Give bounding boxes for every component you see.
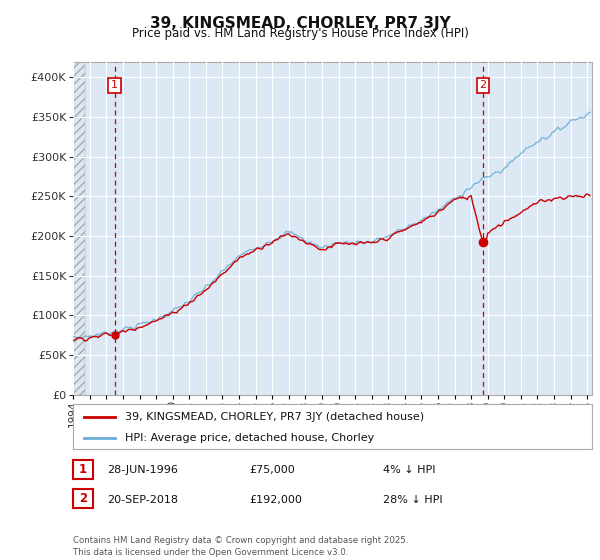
Text: Contains HM Land Registry data © Crown copyright and database right 2025.
This d: Contains HM Land Registry data © Crown c… <box>73 536 409 557</box>
Bar <box>73 62 85 395</box>
Text: 2: 2 <box>479 81 487 90</box>
Text: 39, KINGSMEAD, CHORLEY, PR7 3JY (detached house): 39, KINGSMEAD, CHORLEY, PR7 3JY (detache… <box>125 412 424 422</box>
Text: 2: 2 <box>79 492 87 506</box>
Text: 20-SEP-2018: 20-SEP-2018 <box>107 494 178 505</box>
Text: £192,000: £192,000 <box>249 494 302 505</box>
Text: £75,000: £75,000 <box>249 465 295 475</box>
Text: 28-JUN-1996: 28-JUN-1996 <box>107 465 178 475</box>
Text: 39, KINGSMEAD, CHORLEY, PR7 3JY: 39, KINGSMEAD, CHORLEY, PR7 3JY <box>149 16 451 31</box>
Text: 1: 1 <box>111 81 118 90</box>
Text: 4% ↓ HPI: 4% ↓ HPI <box>383 465 436 475</box>
Text: 1: 1 <box>79 463 87 477</box>
Text: HPI: Average price, detached house, Chorley: HPI: Average price, detached house, Chor… <box>125 433 374 443</box>
Text: 28% ↓ HPI: 28% ↓ HPI <box>383 494 442 505</box>
Text: Price paid vs. HM Land Registry's House Price Index (HPI): Price paid vs. HM Land Registry's House … <box>131 27 469 40</box>
